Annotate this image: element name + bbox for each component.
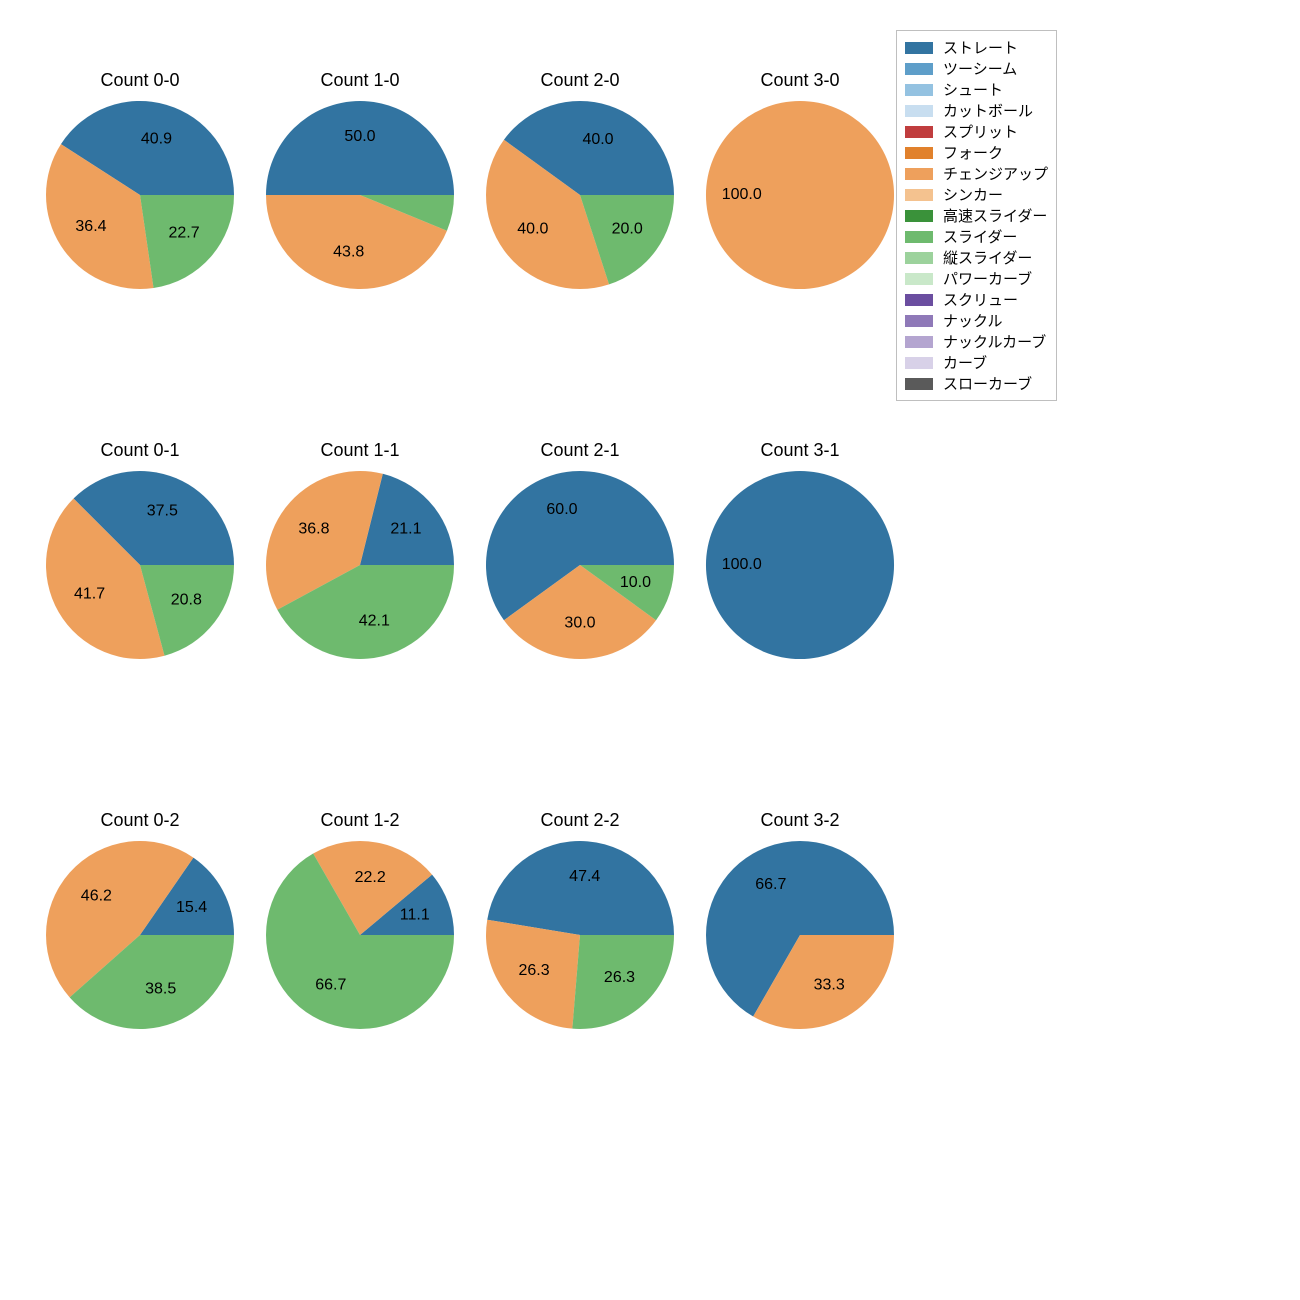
pie-slice	[140, 195, 234, 288]
legend-item: スローカーブ	[905, 373, 1048, 394]
pie-slice-label: 47.4	[569, 868, 600, 885]
legend-item: 縦スライダー	[905, 247, 1048, 268]
legend-swatch	[905, 168, 933, 180]
legend-item: カーブ	[905, 352, 1048, 373]
pie-slice-label: 22.2	[355, 869, 386, 886]
legend-label: スライダー	[943, 226, 1017, 247]
legend-swatch	[905, 294, 933, 306]
legend-item: ナックル	[905, 310, 1048, 331]
legend-swatch	[905, 336, 933, 348]
pie-chart: 100.0	[676, 71, 924, 319]
pie-slice-label: 26.3	[518, 962, 549, 979]
pie-slice-label: 20.8	[171, 592, 202, 609]
pie-slice-label: 46.2	[81, 888, 112, 905]
pie-chart: 50.0 43.8	[236, 71, 484, 319]
legend-label: スプリット	[943, 121, 1018, 142]
pie-slice-label: 100.0	[722, 556, 762, 573]
legend-item: 高速スライダー	[905, 205, 1048, 226]
legend-swatch	[905, 357, 933, 369]
pie-slice-label: 60.0	[546, 501, 577, 518]
legend-swatch	[905, 147, 933, 159]
pie-chart: 21.1 36.8 42.1	[236, 441, 484, 689]
pie-slice-label: 21.1	[390, 520, 421, 537]
legend-swatch	[905, 126, 933, 138]
legend-item: スクリュー	[905, 289, 1048, 310]
pie-slice-label: 42.1	[359, 613, 390, 630]
pie-chart: 47.4 26.3 26.3	[456, 811, 704, 1059]
legend-swatch	[905, 273, 933, 285]
pie-slice-label: 50.0	[344, 128, 375, 145]
legend-swatch	[905, 84, 933, 96]
pie-slice-label: 38.5	[145, 981, 176, 998]
legend-swatch	[905, 42, 933, 54]
legend-label: ナックル	[943, 310, 1003, 331]
pie-slice-label: 36.8	[298, 520, 329, 537]
legend-label: 高速スライダー	[943, 205, 1047, 226]
legend-swatch	[905, 378, 933, 390]
legend-swatch	[905, 252, 933, 264]
pie-chart: 40.9 36.4 22.7	[16, 71, 264, 319]
pie-slice-label: 10.0	[620, 574, 651, 591]
legend-item: スプリット	[905, 121, 1048, 142]
pie-slice-label: 40.0	[517, 220, 548, 237]
legend-label: シンカー	[943, 184, 1003, 205]
legend-swatch	[905, 315, 933, 327]
pie-chart: 60.0 30.0 10.0	[456, 441, 704, 689]
legend-item: パワーカーブ	[905, 268, 1048, 289]
pie-slice-label: 26.3	[604, 969, 635, 986]
legend-label: パワーカーブ	[943, 268, 1032, 289]
legend: ストレートツーシームシュートカットボールスプリットフォークチェンジアップシンカー…	[896, 30, 1057, 401]
pie-slice-label: 43.8	[333, 243, 364, 260]
chart-grid: Count 0-040.936.422.7Count 1-050.043.8Co…	[0, 0, 1300, 1300]
legend-label: ナックルカーブ	[943, 331, 1046, 352]
pie-chart: 40.0 40.0 20.0	[456, 71, 704, 319]
legend-label: カットボール	[943, 100, 1033, 121]
legend-item: ナックルカーブ	[905, 331, 1048, 352]
legend-label: ツーシーム	[943, 58, 1017, 79]
legend-label: フォーク	[943, 142, 1003, 163]
pie-slice-label: 66.7	[315, 977, 346, 994]
pie-slice-label: 66.7	[755, 876, 786, 893]
legend-item: フォーク	[905, 142, 1048, 163]
pie-slice-label: 11.1	[400, 906, 430, 923]
legend-swatch	[905, 231, 933, 243]
legend-item: シュート	[905, 79, 1048, 100]
pie-slice-label: 20.0	[612, 220, 643, 237]
pie-slice-label: 15.4	[176, 899, 207, 916]
pie-slice-label: 37.5	[147, 502, 178, 519]
pie-chart: 66.7 33.3	[676, 811, 924, 1059]
legend-swatch	[905, 210, 933, 222]
legend-label: ストレート	[943, 37, 1018, 58]
pie-slice-label: 33.3	[814, 977, 845, 994]
legend-item: ツーシーム	[905, 58, 1048, 79]
pie-slice-label: 22.7	[169, 224, 200, 241]
legend-swatch	[905, 189, 933, 201]
legend-swatch	[905, 63, 933, 75]
legend-item: カットボール	[905, 100, 1048, 121]
pie-chart: 100.0	[676, 441, 924, 689]
legend-label: 縦スライダー	[943, 247, 1032, 268]
pie-slice	[487, 841, 674, 935]
legend-label: カーブ	[943, 352, 987, 373]
pie-slice-label: 100.0	[722, 186, 762, 203]
legend-label: シュート	[943, 79, 1003, 100]
legend-label: スクリュー	[943, 289, 1018, 310]
pie-slice-label: 41.7	[74, 585, 105, 602]
legend-item: ストレート	[905, 37, 1048, 58]
pie-chart: 37.5 41.7 20.8	[16, 441, 264, 689]
legend-label: チェンジアップ	[943, 163, 1048, 184]
pie-chart: 15.4 46.2 38.5	[16, 811, 264, 1059]
legend-item: チェンジアップ	[905, 163, 1048, 184]
legend-label: スローカーブ	[943, 373, 1032, 394]
pie-slice-label: 30.0	[564, 614, 595, 631]
pie-slice-label: 40.9	[141, 130, 172, 147]
legend-item: スライダー	[905, 226, 1048, 247]
legend-swatch	[905, 105, 933, 117]
pie-slice	[266, 101, 454, 195]
pie-slice-label: 36.4	[75, 218, 106, 235]
pie-chart: 11.1 22.2 66.7	[236, 811, 484, 1059]
pie-slice-label: 40.0	[582, 131, 613, 148]
legend-item: シンカー	[905, 184, 1048, 205]
